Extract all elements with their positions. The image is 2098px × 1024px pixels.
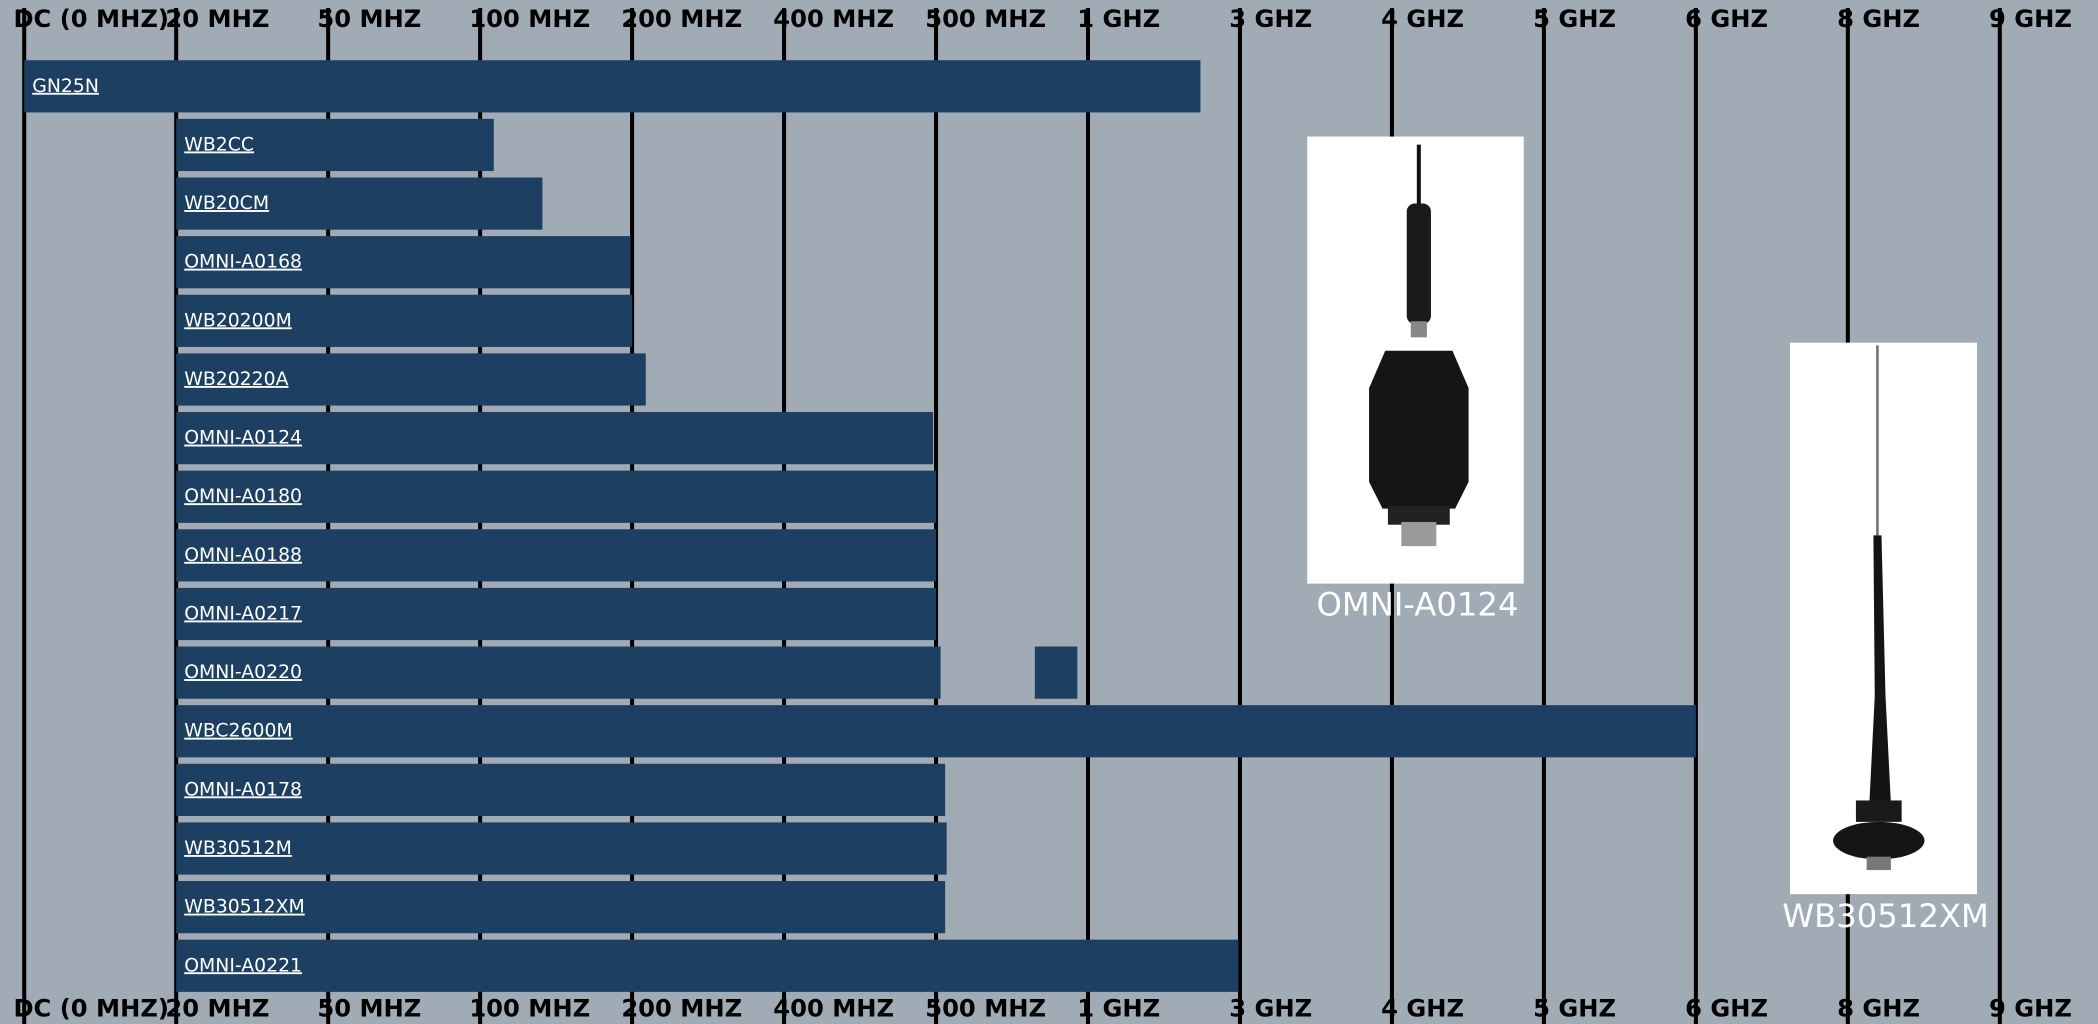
bar-label[interactable]: OMNI-A0220 bbox=[184, 662, 302, 683]
bar bbox=[176, 353, 646, 406]
x-tick-label: DC (0 MHZ) bbox=[13, 5, 169, 33]
x-tick-label: 6 GHZ bbox=[1685, 994, 1768, 1022]
x-tick-label: 100 MHZ bbox=[469, 5, 590, 33]
x-tick-label: 8 GHZ bbox=[1837, 5, 1920, 33]
bar-label[interactable]: OMNI-A0217 bbox=[184, 604, 302, 625]
x-tick-label: 20 MHZ bbox=[165, 994, 269, 1022]
bar-label[interactable]: GN25N bbox=[32, 76, 99, 97]
bar bbox=[176, 294, 633, 347]
bar bbox=[24, 60, 1201, 113]
bars: GN25N WB2CC WB20CM OMNI-A0168 WB20200M WB2022… bbox=[24, 60, 1696, 992]
bar-label[interactable]: OMNI-A0178 bbox=[184, 779, 302, 800]
bar bbox=[176, 118, 494, 172]
bar bbox=[176, 881, 946, 934]
bar-label[interactable]: OMNI-A0180 bbox=[184, 486, 302, 507]
x-tick-label: 400 MHZ bbox=[773, 994, 894, 1022]
bar bbox=[176, 646, 941, 699]
x-tick-label: 6 GHZ bbox=[1685, 5, 1768, 33]
x-tick-label: 3 GHZ bbox=[1229, 994, 1312, 1022]
bar-label[interactable]: WB2CC bbox=[184, 134, 254, 155]
x-tick-label: 3 GHZ bbox=[1229, 5, 1312, 33]
bar bbox=[176, 529, 937, 582]
image-caption: WB30512XM bbox=[1782, 897, 1989, 935]
bar bbox=[176, 822, 947, 875]
bar-label[interactable]: WBC2600M bbox=[184, 721, 292, 742]
x-tick-label: 500 MHZ bbox=[925, 994, 1046, 1022]
bar-label[interactable]: WB20200M bbox=[184, 310, 292, 331]
bar-label[interactable]: WB20220A bbox=[184, 369, 288, 390]
x-tick-label: 200 MHZ bbox=[621, 994, 742, 1022]
x-tick-label: 4 GHZ bbox=[1381, 5, 1464, 33]
bar-label[interactable]: WB30512M bbox=[184, 838, 292, 859]
bar-label[interactable]: WB30512XM bbox=[184, 897, 304, 918]
bar bbox=[176, 412, 933, 465]
bar-label[interactable]: OMNI-A0221 bbox=[184, 955, 302, 976]
x-tick-label: 1 GHZ bbox=[1077, 5, 1160, 33]
x-tick-label: 8 GHZ bbox=[1837, 994, 1920, 1022]
x-tick-label: 1 GHZ bbox=[1077, 994, 1160, 1022]
x-tick-label: 5 GHZ bbox=[1533, 994, 1616, 1022]
image-caption: OMNI-A0124 bbox=[1316, 585, 1518, 623]
bar bbox=[176, 236, 631, 289]
bar bbox=[176, 587, 937, 641]
product-image: WB30512XM bbox=[1782, 342, 1989, 935]
x-tick-label: 100 MHZ bbox=[469, 994, 590, 1022]
x-tick-label: 5 GHZ bbox=[1533, 5, 1616, 33]
x-tick-label: DC (0 MHZ) bbox=[13, 994, 169, 1022]
bar bbox=[176, 470, 937, 523]
bar-label[interactable]: WB20CM bbox=[184, 193, 269, 214]
bar-label[interactable]: OMNI-A0168 bbox=[184, 252, 302, 273]
x-tick-label: 50 MHZ bbox=[317, 5, 421, 33]
bar bbox=[176, 939, 1239, 992]
bar bbox=[176, 705, 1696, 758]
x-tick-label: 400 MHZ bbox=[773, 5, 894, 33]
bar bbox=[176, 177, 543, 230]
x-tick-label: 50 MHZ bbox=[317, 994, 421, 1022]
x-tick-label: 4 GHZ bbox=[1381, 994, 1464, 1022]
x-tick-label: 20 MHZ bbox=[165, 5, 269, 33]
bar-label[interactable]: OMNI-A0188 bbox=[184, 545, 302, 566]
bar bbox=[1034, 646, 1078, 699]
product-image: OMNI-A0124 bbox=[1307, 136, 1524, 623]
x-tick-label: 9 GHZ bbox=[1989, 5, 2072, 33]
bar bbox=[176, 763, 946, 816]
x-tick-label: 200 MHZ bbox=[621, 5, 742, 33]
x-tick-label: 500 MHZ bbox=[925, 5, 1046, 33]
bar-label[interactable]: OMNI-A0124 bbox=[184, 428, 302, 449]
x-tick-label: 9 GHZ bbox=[1989, 994, 2072, 1022]
